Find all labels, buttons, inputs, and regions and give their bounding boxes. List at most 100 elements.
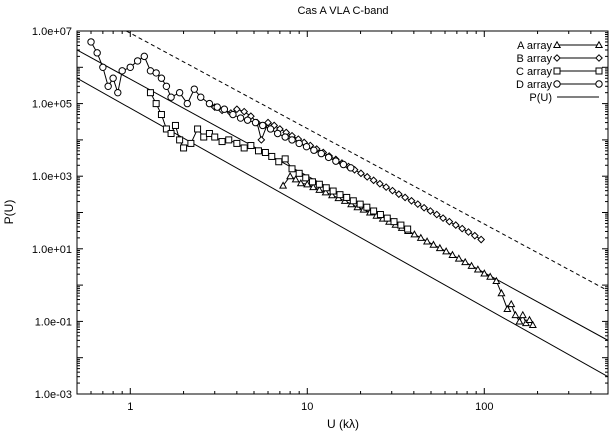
c-array-point: [376, 211, 384, 219]
y-axis-ticks: 1.0e-03 1.0e-01 1.0e+01 1.0e+03 1.0e+05 1.0e+…: [32, 26, 608, 401]
b-array-point: [363, 172, 372, 181]
d-array-point: [93, 49, 101, 57]
d-array-point: [140, 52, 148, 61]
b-array-point: [413, 200, 422, 209]
b-array-point: [426, 207, 435, 215]
d-array-point: [104, 82, 112, 90]
d-array-point: [99, 63, 107, 72]
c-array-point: [390, 218, 398, 226]
d-array-point: [197, 93, 205, 101]
d-array-point: [324, 153, 333, 162]
c-array-point: [363, 203, 371, 211]
a-array-point: [315, 185, 324, 193]
a-array-point: [429, 240, 438, 248]
b-array-point: [445, 217, 454, 226]
a-array-point: [480, 269, 489, 277]
a-array-point: [442, 247, 451, 255]
dashed-reference-line: [126, 31, 608, 292]
d-array-point: [157, 74, 166, 82]
b-array-point: [382, 183, 391, 192]
b-array-point: [394, 190, 403, 199]
a-array-point: [435, 243, 444, 252]
d-array-point: [118, 67, 126, 75]
d-array-point: [243, 116, 252, 124]
d-array-point: [347, 164, 355, 172]
c-array-point: [247, 142, 255, 150]
c-array-point: [167, 130, 175, 138]
y-tick-label: 1.0e+01: [32, 244, 72, 256]
c-array-point: [146, 89, 154, 97]
y-tick-label: 1.0e-01: [35, 316, 72, 328]
b-array-point: [458, 224, 467, 233]
c-array-point: [171, 121, 179, 129]
c-array-point: [349, 197, 357, 205]
d-array-point: [152, 69, 160, 77]
a-array-point: [423, 237, 432, 245]
d-array-point: [295, 139, 303, 148]
a-array-point: [515, 317, 524, 325]
x-axis-title: U (kλ): [327, 417, 359, 431]
b-array-point: [420, 203, 428, 212]
legend-marker-a-array: [552, 40, 562, 49]
a-array-point: [467, 261, 476, 269]
a-array-point: [416, 233, 425, 241]
c-array-point: [322, 184, 330, 192]
x-tick-label: 10: [301, 401, 313, 413]
chart-title: Cas A VLA C-band: [297, 5, 388, 17]
d-array-point: [220, 105, 229, 113]
d-array-point: [310, 146, 318, 154]
b-array-point: [432, 210, 441, 219]
d-array-point: [87, 38, 95, 46]
d-array-point: [175, 88, 184, 97]
b-array-point: [477, 235, 486, 244]
a-array-point: [410, 230, 419, 238]
c-array-point: [180, 144, 188, 152]
a-array-point: [279, 181, 288, 189]
legend-label-b-array: B array: [517, 53, 553, 65]
b-array-point: [240, 107, 249, 116]
c-array-point: [356, 200, 364, 208]
c-array-point: [233, 139, 241, 147]
c-array-point: [162, 125, 170, 133]
pu-fit-line: [77, 77, 608, 378]
d-array-point: [236, 114, 245, 122]
d-array-point: [114, 88, 122, 97]
a-array-point: [503, 304, 512, 313]
c-array-point: [329, 187, 337, 195]
d-array-point: [273, 129, 282, 138]
d-array-series: [87, 38, 355, 172]
d-array-point: [126, 63, 134, 72]
d-array-point: [213, 103, 221, 111]
d-array-point: [251, 118, 260, 127]
legend-marker-c-array: [595, 67, 603, 75]
legend-marker-b-array: [553, 54, 561, 62]
a-array-point: [303, 180, 312, 188]
a-array-point: [507, 299, 516, 308]
c-array-point: [268, 152, 276, 160]
c-array-point: [288, 165, 296, 173]
d-array-point: [162, 82, 171, 90]
b-array-point: [257, 135, 266, 144]
c-array-point: [383, 214, 391, 222]
c-array-point: [218, 138, 226, 146]
x-tick-label: 1: [127, 401, 133, 413]
a-array-point: [286, 171, 295, 180]
d-array-point: [266, 125, 275, 133]
c-array-point: [302, 174, 310, 182]
b-array-series: [210, 103, 486, 244]
a-array-point: [321, 188, 330, 196]
c-array-series: [146, 89, 412, 233]
b-array-point: [464, 228, 473, 236]
a-array-point: [473, 265, 482, 273]
c-array-point: [176, 136, 184, 144]
y-axis-title: P(U): [2, 200, 16, 225]
c-array-point: [370, 207, 378, 215]
c-array-point: [336, 191, 344, 199]
x-tick-label: 100: [475, 401, 493, 413]
d-array-point: [288, 136, 296, 144]
b-array-point: [264, 118, 272, 127]
c-array-point: [397, 221, 405, 229]
y-tick-label: 1.0e+03: [32, 171, 72, 183]
y-tick-label: 1.0e+05: [32, 99, 72, 111]
a-array-point: [327, 190, 337, 199]
